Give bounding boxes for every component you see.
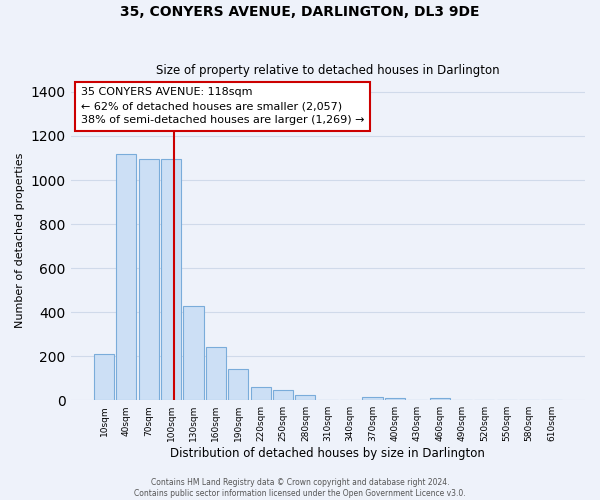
Bar — [362, 397, 383, 400]
Bar — [161, 159, 181, 400]
Text: Contains HM Land Registry data © Crown copyright and database right 2024.
Contai: Contains HM Land Registry data © Crown c… — [134, 478, 466, 498]
Bar — [116, 154, 136, 400]
Title: Size of property relative to detached houses in Darlington: Size of property relative to detached ho… — [156, 64, 500, 77]
Y-axis label: Number of detached properties: Number of detached properties — [15, 153, 25, 328]
X-axis label: Distribution of detached houses by size in Darlington: Distribution of detached houses by size … — [170, 447, 485, 460]
Bar — [273, 390, 293, 400]
Bar — [251, 387, 271, 400]
Bar — [295, 396, 316, 400]
Bar — [206, 348, 226, 400]
Bar — [94, 354, 114, 400]
Text: 35, CONYERS AVENUE, DARLINGTON, DL3 9DE: 35, CONYERS AVENUE, DARLINGTON, DL3 9DE — [120, 5, 480, 19]
Bar — [184, 306, 203, 400]
Bar — [139, 159, 159, 400]
Text: 35 CONYERS AVENUE: 118sqm
← 62% of detached houses are smaller (2,057)
38% of se: 35 CONYERS AVENUE: 118sqm ← 62% of detac… — [81, 88, 364, 126]
Bar — [430, 398, 450, 400]
Bar — [385, 398, 405, 400]
Bar — [228, 370, 248, 400]
